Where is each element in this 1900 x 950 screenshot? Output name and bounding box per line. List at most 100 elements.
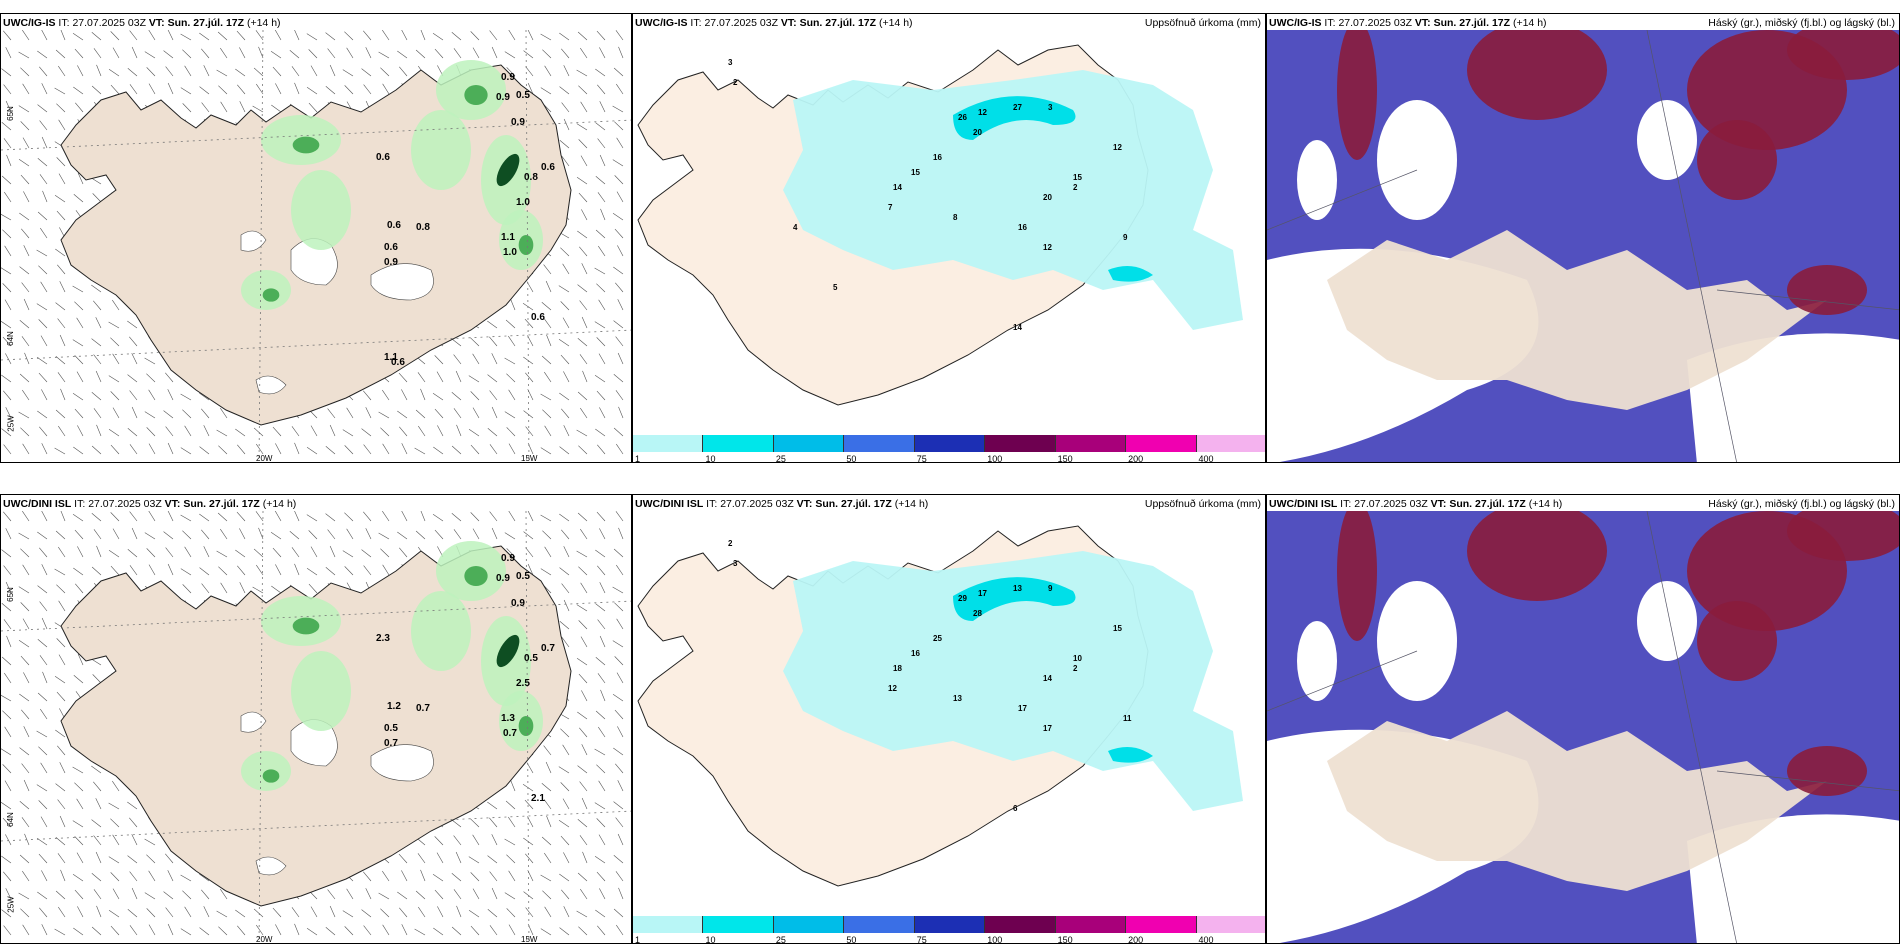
precip-moderate-area [464, 85, 488, 105]
wind-barb [41, 564, 48, 576]
wind-barb [510, 298, 516, 311]
wind-barb [167, 82, 174, 95]
wind-barb [57, 264, 66, 275]
iceland-land [1327, 230, 1827, 410]
wind-barb [91, 338, 102, 347]
precip-light-area [411, 110, 471, 190]
wind-barb [508, 389, 516, 401]
wind-barb [527, 30, 534, 41]
wind-barb [256, 924, 264, 936]
wind-barb [272, 547, 282, 558]
glacier [370, 744, 434, 782]
wind-barb [252, 586, 264, 594]
wind-barb [451, 392, 462, 401]
wind-barb [220, 528, 228, 540]
wind-barb [363, 84, 372, 95]
wind-barb [275, 564, 282, 576]
wind-barb [60, 869, 66, 882]
lat-label-25w: 25W [6, 896, 16, 913]
wind-barb [618, 406, 624, 419]
longitude-line [525, 511, 530, 943]
wind-barb [218, 445, 228, 455]
wind-barb [580, 528, 588, 540]
wind-barb [127, 549, 138, 558]
wind-barb [576, 69, 588, 77]
wind-barb [456, 424, 462, 437]
wind-barb [579, 354, 588, 365]
wind-barb [612, 213, 624, 221]
wind-barb [271, 104, 282, 113]
precip-value-label: 9 [1123, 233, 1128, 242]
colorbar-tick-label: 150 [1057, 935, 1073, 944]
precip-value-label: 16 [1018, 223, 1027, 232]
wind-barb [22, 870, 30, 882]
wind-barb [616, 564, 624, 576]
colorbar-swatch [1126, 435, 1197, 452]
wind-barb [77, 65, 84, 77]
wind-barb [398, 853, 408, 864]
wind-barb [451, 926, 462, 936]
high-cloud-area [1467, 30, 1607, 120]
wind-barb [19, 373, 30, 383]
wind-barb [91, 32, 102, 41]
wind-barb [148, 443, 156, 455]
wind-barb [597, 565, 606, 576]
wind-barb [398, 372, 408, 383]
wind-barb [617, 299, 624, 311]
wind-barb [434, 355, 444, 365]
wind-barb [342, 550, 354, 558]
wind-barb [218, 926, 228, 936]
wind-barb [36, 303, 48, 311]
wind-barb [380, 908, 390, 918]
wind-barb [1, 175, 12, 185]
wind-barb [38, 800, 48, 810]
wind-barb [325, 927, 336, 936]
wind-barb [1, 374, 12, 383]
panel-ig-wind: UWC/IG-IS IT: 27.07.2025 03Z VT: Sun. 27… [0, 13, 632, 463]
precip-value-label: 2.1 [531, 793, 545, 804]
wind-barb [420, 869, 426, 882]
wind-barb [415, 49, 426, 59]
wind-barb [578, 85, 588, 95]
wind-barb [95, 798, 102, 810]
wind-barb [294, 442, 300, 455]
wind-barb [270, 532, 282, 540]
wind-barb [382, 83, 390, 95]
precip-value-label: 2 [1073, 183, 1078, 192]
wind-barb [255, 30, 264, 41]
wind-barb [19, 320, 30, 329]
wind-barb [167, 30, 174, 41]
wind-barb [180, 568, 192, 576]
colorbar-tick-label: 25 [775, 935, 786, 944]
wind-barb [382, 564, 390, 576]
wind-barb [558, 285, 570, 293]
wind-barb [108, 321, 120, 329]
wind-barb [597, 925, 606, 936]
wind-barb [1, 855, 12, 864]
colorbar-swatch [1196, 916, 1265, 933]
wind-barb [598, 834, 606, 846]
panel-ig-precip: UWC/IG-IS IT: 27.07.2025 03Z VT: Sun. 27… [632, 13, 1266, 463]
wind-barb [527, 563, 534, 576]
wind-barb [57, 799, 66, 810]
wind-barb [217, 512, 228, 522]
wind-barb [96, 424, 102, 437]
precip-value-label: 27 [1013, 103, 1022, 112]
precip-value-label: 0.6 [387, 220, 401, 231]
wind-barb [504, 357, 516, 365]
wind-barb [108, 550, 120, 558]
wind-barb [199, 392, 210, 401]
wind-barb [38, 853, 48, 864]
wind-barb [401, 924, 408, 936]
wind-barb [73, 194, 84, 203]
wind-barb [184, 425, 192, 437]
wind-barb [451, 873, 462, 882]
wind-barb [491, 834, 498, 846]
colorbar-tick-label: 1 [635, 935, 641, 944]
colorbar-swatch [844, 916, 915, 933]
precip-value-label: 2 [1073, 664, 1078, 673]
wind-barb [560, 782, 570, 792]
wind-barb [239, 582, 246, 594]
wind-barb [236, 511, 246, 522]
wind-barb [470, 391, 480, 401]
